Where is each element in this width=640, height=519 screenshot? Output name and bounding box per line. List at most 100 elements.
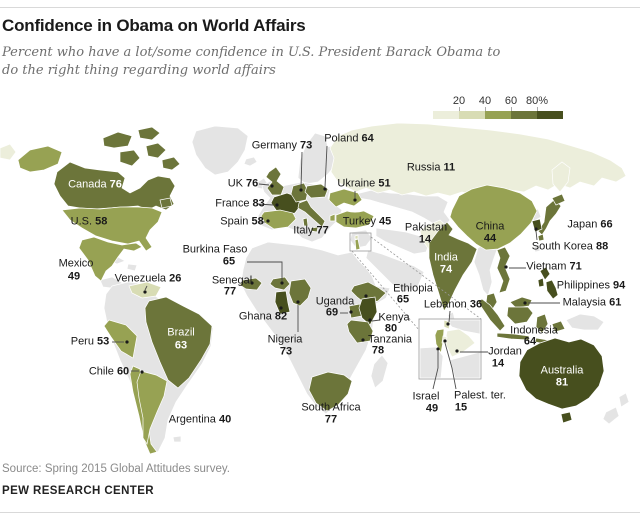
map-label-south-korea: South Korea 88: [531, 240, 609, 253]
inset-syria: [445, 319, 481, 335]
map-label-philippines: Philippines 94: [556, 279, 626, 292]
legend-tick-mark: [511, 107, 512, 111]
leader-uk: [258, 183, 270, 186]
inset-connector-2: [351, 250, 420, 331]
country-italy-sicily: [310, 226, 319, 233]
brand-footer: PEW RESEARCH CENTER: [2, 485, 155, 497]
country-us-alaska: [17, 145, 63, 173]
map-label-palest-ter--name: Palest. ter.: [454, 389, 506, 402]
leader-lines: [112, 145, 560, 390]
leader-israel: [432, 351, 439, 390]
map-label-india-name: India: [434, 251, 458, 264]
color-scale-legend: 20 40 60 80%: [433, 95, 583, 121]
country-russia-kamchatka: [551, 161, 571, 193]
map-label-south-africa-name: South Africa: [301, 401, 361, 414]
dot-chile: [140, 370, 144, 374]
dot-palest-ter: [443, 339, 447, 343]
map-label-japan: Japan 66: [567, 218, 613, 231]
map-label-ukraine: Ukraine 51: [337, 177, 391, 190]
map-label-pakistan-name: Pakistan: [404, 221, 448, 234]
leader-palest-ter: [444, 342, 457, 390]
dot-vietnam: [504, 265, 508, 269]
inset-egypt: [419, 346, 444, 379]
country-italy: [297, 199, 326, 228]
new-guinea: [565, 313, 605, 331]
dot-malaysia: [523, 301, 527, 305]
country-peru: [103, 319, 138, 359]
country-ethiopia: [350, 281, 387, 305]
map-label-australia-value: 81: [555, 376, 569, 389]
country-mexico: [78, 236, 143, 282]
dot-uk: [270, 184, 274, 188]
map-label-indonesia-name: Indonesia: [510, 324, 558, 337]
leader-kenya: [371, 319, 381, 322]
leader-poland: [324, 145, 328, 188]
dot-peru: [125, 340, 129, 344]
country-japan-kyushu: [537, 233, 545, 242]
map-label-china-value: 44: [483, 232, 497, 245]
map-label-china-name: China: [475, 220, 505, 233]
map-label-australia-name: Australia: [540, 364, 584, 377]
country-indonesia-borneo: [506, 306, 534, 325]
map-label-senegal-name: Senegal: [211, 274, 253, 287]
map-label-india-value: 74: [439, 263, 453, 276]
map-label-kenya-name: Kenya: [378, 311, 410, 324]
map-label-peru: Peru 53: [70, 335, 110, 348]
country-poland: [304, 183, 329, 199]
dot-france: [275, 203, 279, 207]
country-brazil: [144, 296, 213, 389]
dot-germany: [299, 188, 303, 192]
map-label-tanzania-value: 78: [371, 344, 385, 357]
country-south-africa: [308, 371, 353, 412]
dot-uganda: [349, 310, 353, 314]
source-note: Source: Spring 2015 Global Attitudes sur…: [2, 463, 231, 475]
madagascar: [370, 354, 389, 389]
country-canada-arctic-1: [102, 131, 133, 149]
map-label-italy: Italy 77: [293, 224, 329, 237]
country-us: [61, 206, 163, 252]
map-label-senegal-value: 77: [223, 285, 237, 298]
country-spain: [260, 209, 297, 230]
map-label-burkina-faso-value: 65: [222, 255, 236, 268]
map-label-poland: Poland 64: [324, 132, 374, 145]
legend-tick-mark: [537, 107, 538, 111]
country-canada-arctic-5: [161, 156, 181, 171]
map-label-jordan-value: 14: [491, 357, 505, 370]
map-label-israel-name: Israel: [412, 390, 440, 403]
dot-venezuela: [143, 290, 147, 294]
map-label-mexico-name: Mexico: [58, 257, 94, 270]
leader-south-korea: [535, 230, 538, 241]
map-label-tanzania-name: Tanzania: [367, 333, 413, 346]
dot-south-korea: [534, 227, 538, 231]
hispaniola: [126, 263, 138, 272]
map-label-brazil-value: 63: [174, 339, 188, 352]
new-zealand-south: [602, 406, 620, 425]
legend-swatch: [433, 111, 459, 119]
dot-poland: [323, 187, 327, 191]
legend-tick-mark: [459, 107, 460, 111]
country-turkey-west: [329, 213, 336, 222]
country-philippines-2: [545, 279, 559, 300]
top-rule: [0, 7, 640, 8]
map-label-brazil-name: Brazil: [167, 326, 195, 339]
country-germany: [290, 182, 309, 203]
map-label-chile: Chile 60: [88, 365, 130, 378]
new-zealand: [618, 392, 630, 408]
map-label-israel-value: 49: [425, 402, 439, 415]
leader-france: [257, 203, 274, 206]
map-label-jordan-name: Jordan: [488, 345, 522, 358]
map-label-lebanon: Lebanon 36: [423, 298, 483, 311]
inset-source-rect: [349, 232, 372, 252]
country-lebanon-main-map: [354, 234, 359, 240]
leader-lebanon: [448, 310, 451, 323]
countries-with-data: [0, 122, 627, 455]
legend-tick-mark: [485, 107, 486, 111]
country-canada-newfoundland: [159, 197, 173, 209]
country-burkina-faso: [269, 276, 291, 291]
chart-title: Confidence in Obama on World Affairs: [2, 16, 306, 35]
dot-ethiopia: [364, 294, 368, 298]
dot-kenya: [368, 318, 372, 322]
country-indonesia-sumatra: [477, 298, 506, 332]
